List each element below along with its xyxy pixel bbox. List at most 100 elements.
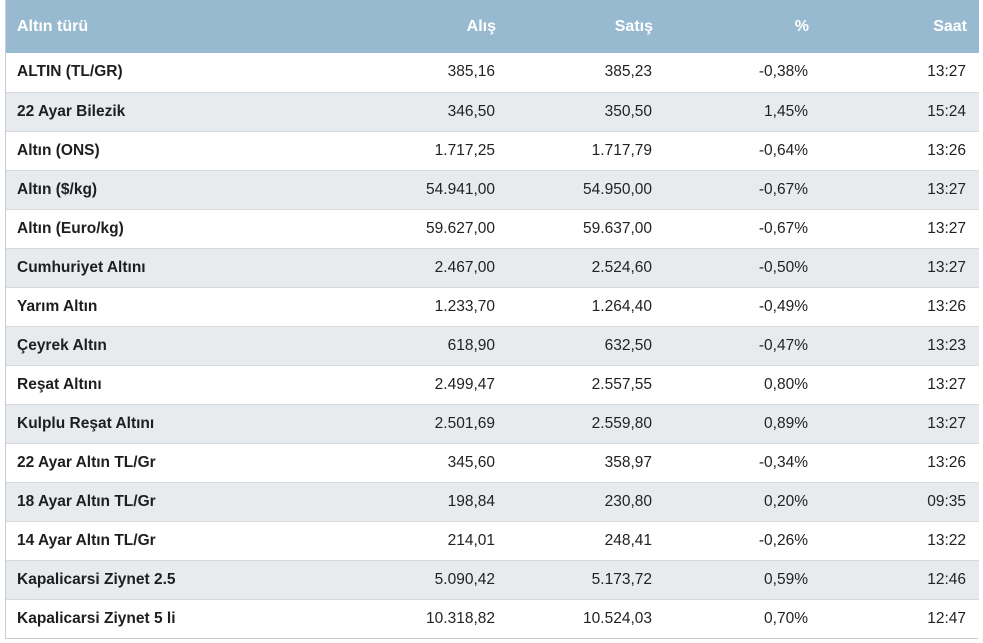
table-row: 22 Ayar Altın TL/Gr 345,60 358,97 -0,34% 13:… (6, 442, 979, 482)
change-percent-cell: 0,59% (665, 559, 821, 599)
time-cell: 13:26 (821, 286, 979, 326)
time-cell: 13:22 (821, 520, 979, 560)
table-row: Yarım Altın 1.233,70 1.264,40 -0,49% 13:26 (6, 286, 979, 326)
table-row: Kapalicarsi Ziynet 5 li 10.318,82 10.524,0… (6, 598, 979, 638)
time-cell: 15:24 (821, 91, 979, 131)
buy-price-cell: 346,50 (349, 91, 508, 131)
sell-price-cell: 2.557,55 (508, 364, 665, 404)
header-row: Altın türü Alış Satış % Saat (6, 0, 979, 53)
table-row: Altın (ONS) 1.717,25 1.717,79 -0,64% 13:26 (6, 130, 979, 170)
sell-price-cell: 248,41 (508, 520, 665, 560)
time-cell: 13:27 (821, 208, 979, 248)
gold-type-cell: Kapalicarsi Ziynet 2.5 (6, 559, 349, 599)
header-gold-type[interactable]: Altın türü (17, 17, 89, 35)
change-percent-cell: -0,38% (758, 63, 808, 81)
sell-price-cell: 632,50 (508, 325, 665, 365)
time-cell: 12:46 (821, 559, 979, 599)
change-percent-cell: 0,70% (665, 598, 821, 638)
gold-type-cell: 14 Ayar Altın TL/Gr (6, 520, 349, 560)
sell-price-cell: 350,50 (508, 91, 665, 131)
buy-price-cell: 214,01 (349, 520, 508, 560)
time-cell: 13:27 (821, 403, 979, 443)
change-percent-cell: -0,34% (665, 442, 821, 482)
time-cell: 13:27 (821, 247, 979, 287)
gold-type-cell: 22 Ayar Bilezik (6, 91, 349, 131)
sell-price-cell: 10.524,03 (508, 598, 665, 638)
table-row: Kapalicarsi Ziynet 2.5 5.090,42 5.173,72 0,… (6, 559, 979, 599)
gold-type-cell: 22 Ayar Altın TL/Gr (6, 442, 349, 482)
sell-price-cell: 1.264,40 (508, 286, 665, 326)
gold-type-cell: ALTIN (TL/GR) (17, 63, 123, 81)
sell-price-cell: 2.524,60 (508, 247, 665, 287)
gold-prices-table-container: Altın türü Alış Satış % Saat ALTIN (TL/G… (5, 0, 979, 639)
table-row: 22 Ayar Bilezik 346,50 350,50 1,45% 15:24 (6, 91, 979, 131)
buy-price-cell: 345,60 (349, 442, 508, 482)
change-percent-cell: -0,67% (665, 208, 821, 248)
gold-type-cell: Cumhuriyet Altını (6, 247, 349, 287)
gold-type-cell: Yarım Altın (6, 286, 349, 326)
table-row: Altın (Euro/kg) 59.627,00 59.637,00 -0,67% 1… (6, 208, 979, 248)
header-change-percent[interactable]: % (794, 17, 809, 35)
time-cell: 13:27 (821, 169, 979, 209)
table-row: 18 Ayar Altın TL/Gr 198,84 230,80 0,20% 09:3… (6, 481, 979, 521)
gold-type-cell: Altın (Euro/kg) (6, 208, 349, 248)
header-time[interactable]: Saat (933, 17, 967, 35)
header-sell[interactable]: Satış (614, 17, 653, 35)
table-row: ALTIN (TL/GR) 385,16 385,23 -0,38% 13:27 (6, 53, 979, 92)
sell-price-cell: 59.637,00 (508, 208, 665, 248)
table-row: Çeyrek Altın 618,90 632,50 -0,47% 13:23 (6, 325, 979, 365)
gold-prices-table: Altın türü Alış Satış % Saat ALTIN (TL/G… (6, 0, 979, 638)
buy-price-cell: 2.501,69 (349, 403, 508, 443)
time-cell: 12:47 (821, 598, 979, 638)
buy-price-cell: 385,16 (447, 63, 495, 81)
change-percent-cell: 0,80% (665, 364, 821, 404)
buy-price-cell: 10.318,82 (349, 598, 508, 638)
gold-type-cell: Reşat Altını (6, 364, 349, 404)
table-row: Altın ($/kg) 54.941,00 54.950,00 -0,67% 13:2… (6, 169, 979, 209)
time-cell: 09:35 (821, 481, 979, 521)
gold-type-cell: Altın (ONS) (6, 130, 349, 170)
table-row: 14 Ayar Altın TL/Gr 214,01 248,41 -0,26% 13:… (6, 520, 979, 560)
time-cell: 13:26 (821, 442, 979, 482)
header-buy[interactable]: Alış (466, 17, 496, 35)
gold-type-cell: Çeyrek Altın (6, 325, 349, 365)
change-percent-cell: -0,50% (665, 247, 821, 287)
gold-type-cell: Kapalicarsi Ziynet 5 li (6, 598, 349, 638)
time-cell: 13:23 (821, 325, 979, 365)
time-cell: 13:27 (927, 63, 966, 81)
change-percent-cell: -0,26% (665, 520, 821, 560)
table-row: Kulplu Reşat Altını 2.501,69 2.559,80 0,89%… (6, 403, 979, 443)
change-percent-cell: -0,49% (665, 286, 821, 326)
buy-price-cell: 5.090,42 (349, 559, 508, 599)
sell-price-cell: 358,97 (508, 442, 665, 482)
sell-price-cell: 2.559,80 (508, 403, 665, 443)
sell-price-cell: 54.950,00 (508, 169, 665, 209)
buy-price-cell: 1.233,70 (349, 286, 508, 326)
buy-price-cell: 2.467,00 (349, 247, 508, 287)
buy-price-cell: 618,90 (349, 325, 508, 365)
change-percent-cell: 0,20% (665, 481, 821, 521)
sell-price-cell: 385,23 (604, 63, 652, 81)
table-row: Cumhuriyet Altını 2.467,00 2.524,60 -0,50% 1… (6, 247, 979, 287)
table-body: ALTIN (TL/GR) 385,16 385,23 -0,38% 13:27 22 A… (6, 53, 979, 638)
change-percent-cell: -0,47% (665, 325, 821, 365)
gold-type-cell: Altın ($/kg) (6, 169, 349, 209)
buy-price-cell: 54.941,00 (349, 169, 508, 209)
change-percent-cell: -0,64% (665, 130, 821, 170)
sell-price-cell: 230,80 (508, 481, 665, 521)
buy-price-cell: 198,84 (349, 481, 508, 521)
change-percent-cell: -0,67% (665, 169, 821, 209)
buy-price-cell: 2.499,47 (349, 364, 508, 404)
time-cell: 13:26 (821, 130, 979, 170)
sell-price-cell: 5.173,72 (508, 559, 665, 599)
change-percent-cell: 0,89% (665, 403, 821, 443)
change-percent-cell: 1,45% (665, 91, 821, 131)
buy-price-cell: 59.627,00 (349, 208, 508, 248)
sell-price-cell: 1.717,79 (508, 130, 665, 170)
table-row: Reşat Altını 2.499,47 2.557,55 0,80% 13:27 (6, 364, 979, 404)
table-header: Altın türü Alış Satış % Saat (6, 0, 979, 53)
buy-price-cell: 1.717,25 (349, 130, 508, 170)
gold-type-cell: Kulplu Reşat Altını (6, 403, 349, 443)
time-cell: 13:27 (821, 364, 979, 404)
gold-type-cell: 18 Ayar Altın TL/Gr (6, 481, 349, 521)
